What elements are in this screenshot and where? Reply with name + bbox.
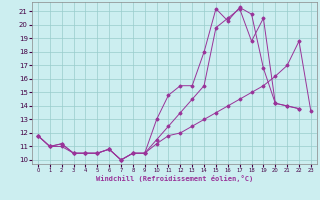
X-axis label: Windchill (Refroidissement éolien,°C): Windchill (Refroidissement éolien,°C) <box>96 175 253 182</box>
